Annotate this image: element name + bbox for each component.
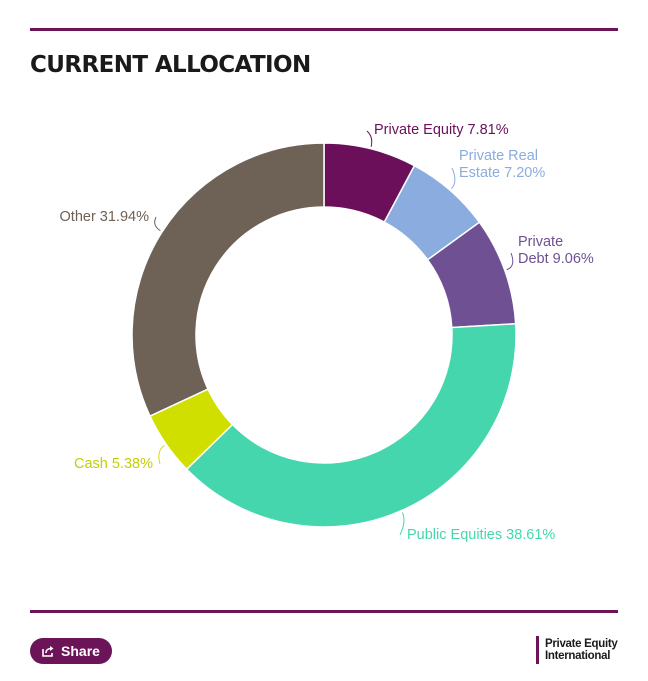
leader-line — [451, 167, 456, 190]
share-icon — [42, 646, 54, 657]
slice-label: Private Equity 7.81% — [374, 122, 509, 138]
share-label: Share — [61, 643, 100, 659]
slice-public-equities[interactable] — [185, 322, 517, 528]
leader-line — [399, 512, 405, 536]
brand-logo[interactable]: Private Equity International — [536, 636, 618, 664]
leader-line — [158, 444, 165, 465]
leader-line — [506, 252, 514, 271]
leader-line — [154, 216, 161, 232]
allocation-donut-chart: Private Equity 7.81% Private Real Estate 7… — [60, 122, 594, 543]
chart-title: CURRENT ALLOCATION — [30, 52, 311, 78]
share-button[interactable]: Share — [30, 638, 112, 664]
brand-line-1: Private Equity — [545, 638, 618, 650]
slice-label: Private Real Estate 7.20% — [459, 148, 545, 181]
bottom-divider — [30, 610, 618, 613]
top-divider — [30, 28, 618, 31]
slice-label: Public Equities 38.61% — [407, 527, 555, 543]
slice-label: Private Debt 9.06% — [518, 234, 594, 267]
slice-label: Other 31.94% — [60, 209, 150, 225]
leader-line — [366, 130, 373, 147]
slice-label: Cash 5.38% — [74, 456, 153, 472]
brand-line-2: International — [545, 650, 611, 662]
slice-other[interactable] — [131, 142, 325, 418]
